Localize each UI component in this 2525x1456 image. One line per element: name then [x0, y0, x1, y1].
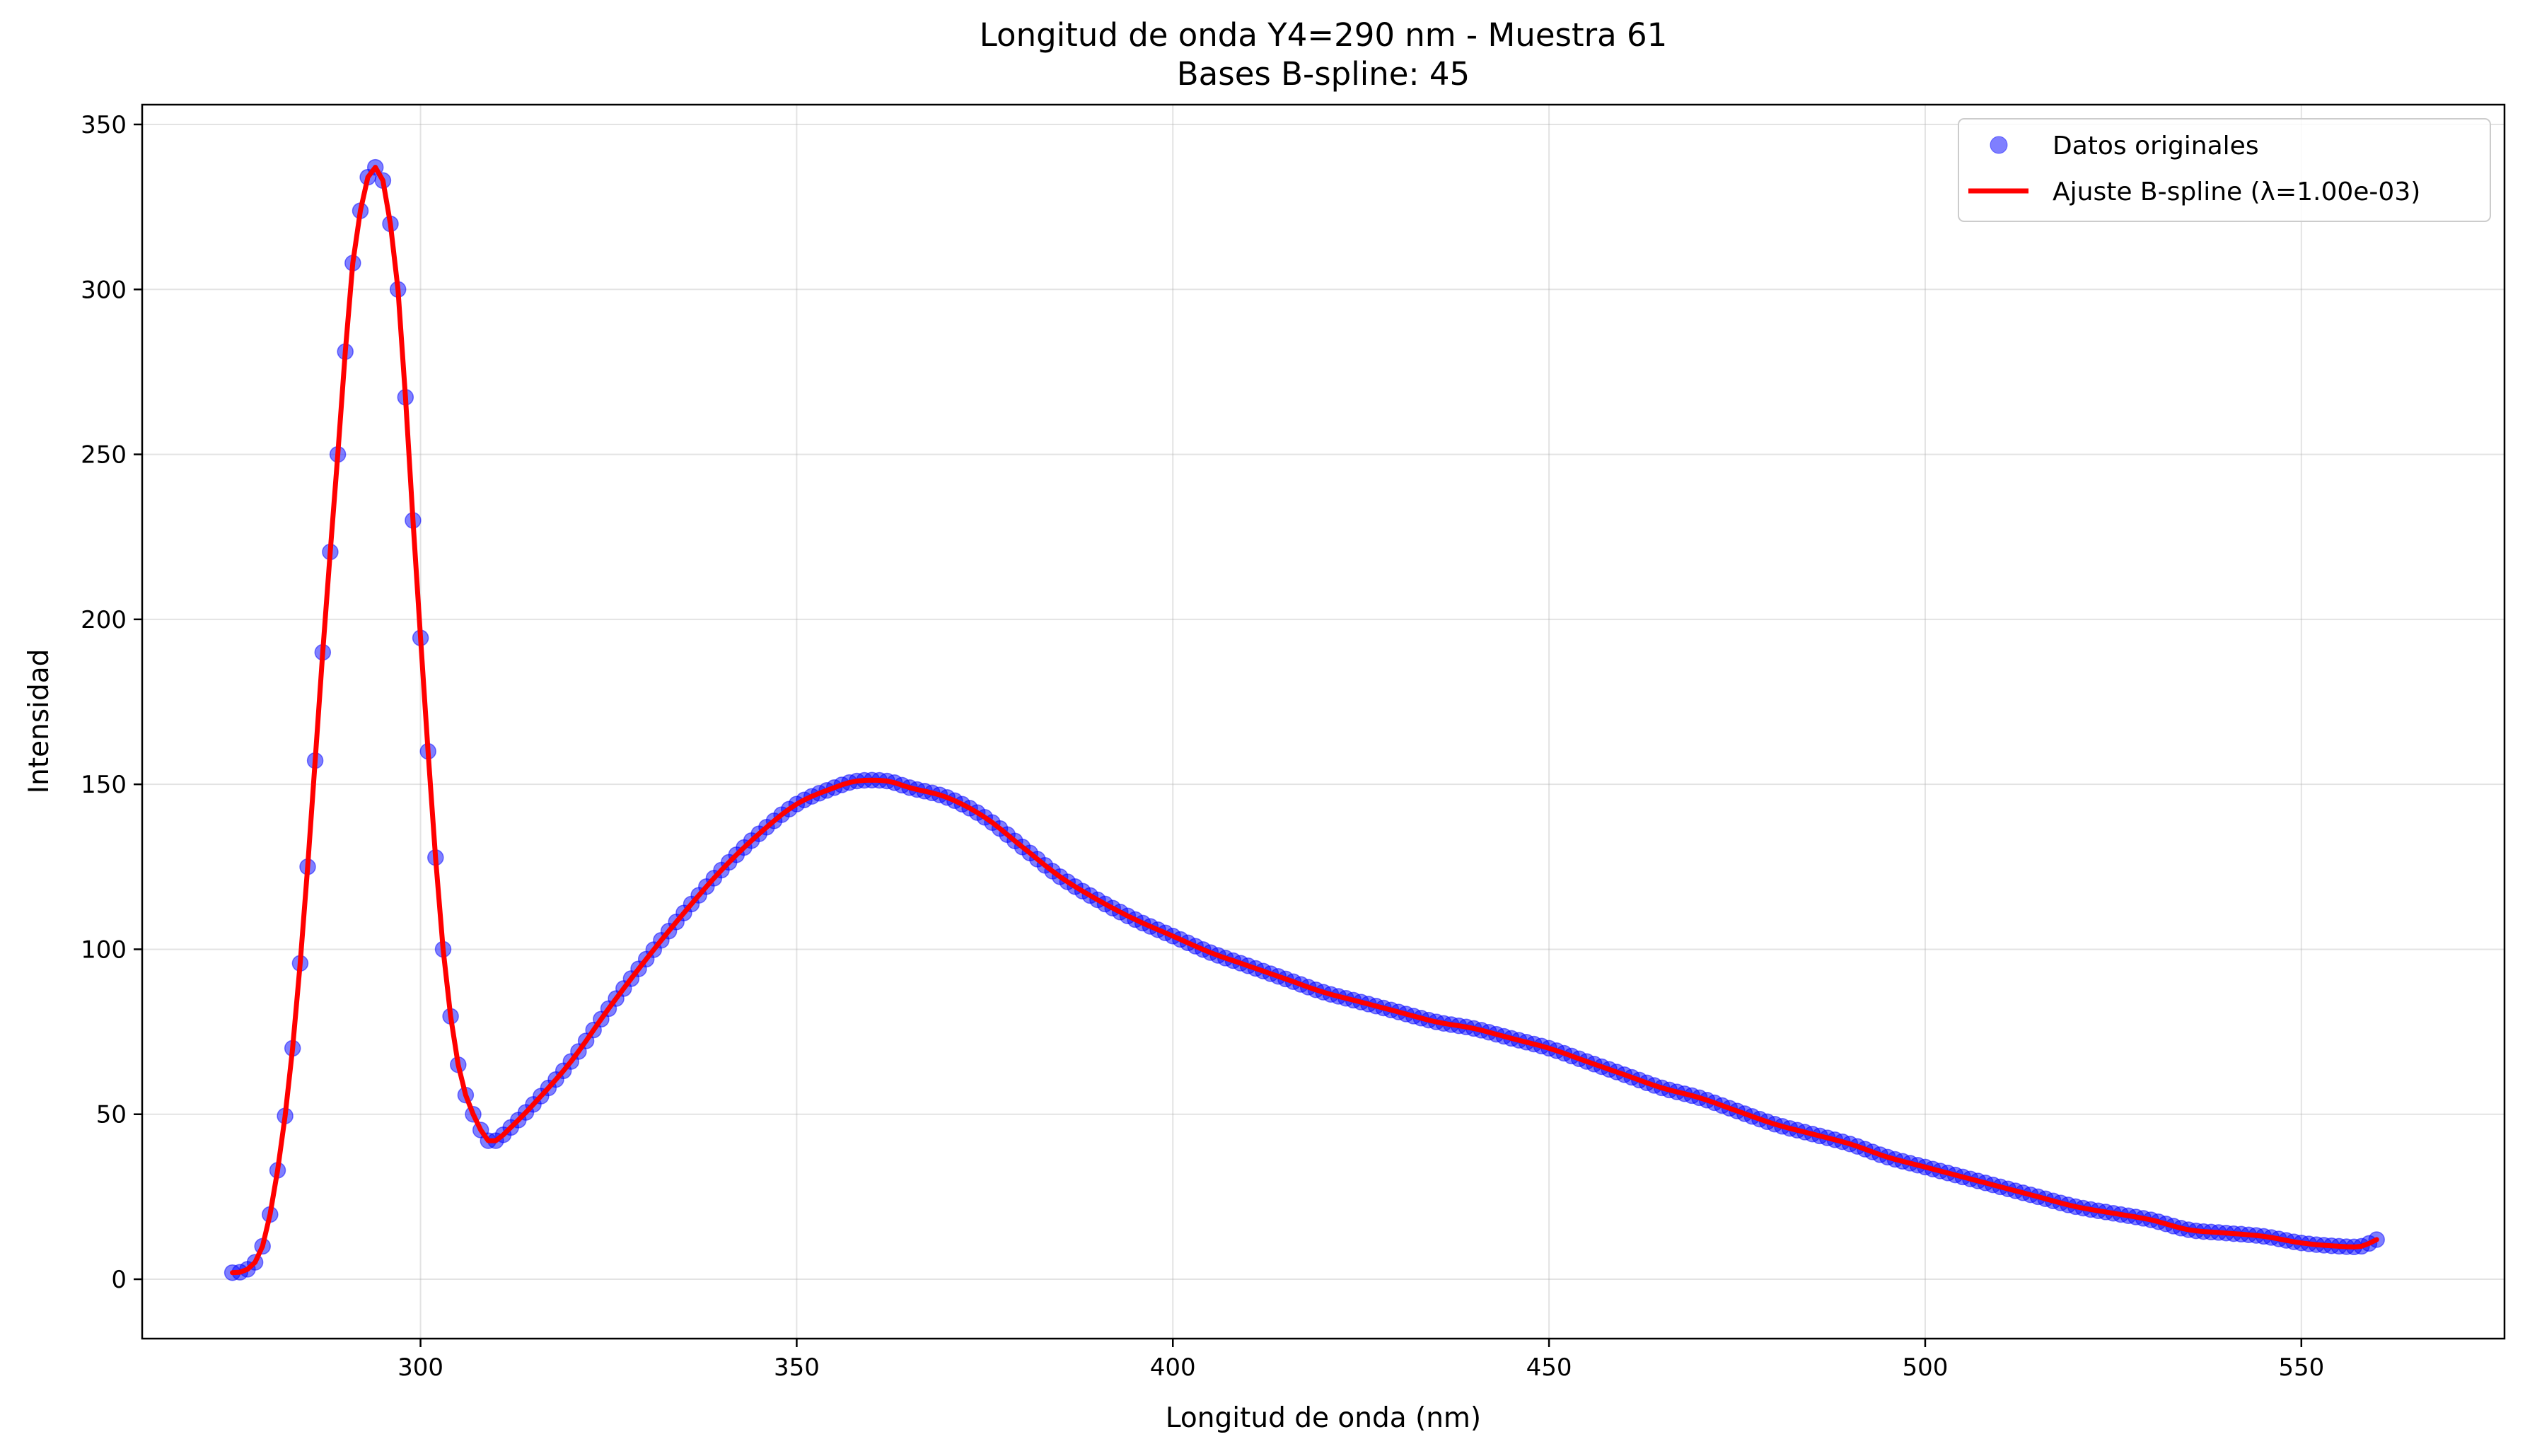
x-tick-label: 300: [397, 1353, 443, 1382]
plot-frame: [141, 103, 2506, 1340]
fit-line-series: [230, 165, 2379, 1276]
x-tick-label: 450: [1526, 1353, 1572, 1382]
x-tick-label: 550: [2278, 1353, 2324, 1382]
legend-box: [1958, 118, 2491, 222]
y-tick-label: 50: [96, 1101, 127, 1129]
y-tick-label: 200: [81, 606, 127, 634]
chart-title: Longitud de onda Y4=290 nm - Muestra 61: [980, 16, 1667, 54]
y-tick-label: 100: [81, 936, 127, 964]
legend-label-line: Ajuste B-spline (λ=1.00e-03): [2053, 177, 2420, 206]
y-tick-label: 350: [81, 111, 127, 139]
grid-lines: [142, 105, 2504, 1339]
x-axis-ticks: 300 350 400 450 500 550: [397, 1339, 2324, 1382]
y-tick-label: 0: [111, 1266, 127, 1294]
y-axis-ticks: 0 50 100 150 200 250 300 350: [81, 111, 142, 1294]
x-axis-label: Longitud de onda (nm): [1166, 1402, 1481, 1434]
y-tick-label: 150: [81, 771, 127, 799]
fit-line: [230, 165, 2379, 1276]
x-tick-label: 500: [1903, 1353, 1949, 1382]
x-tick-label: 350: [774, 1353, 820, 1382]
legend: Datos originales Ajuste B-spline (λ=1.00…: [1958, 118, 2491, 222]
legend-marker-scatter: [1990, 136, 2008, 154]
x-tick-label: 400: [1150, 1353, 1196, 1382]
y-axis-label: Intensidad: [23, 649, 55, 794]
y-tick-label: 250: [81, 441, 127, 470]
legend-label-scatter: Datos originales: [2053, 132, 2259, 161]
chart-subtitle: Bases B-spline: 45: [1177, 55, 1470, 93]
y-tick-label: 300: [81, 276, 127, 304]
